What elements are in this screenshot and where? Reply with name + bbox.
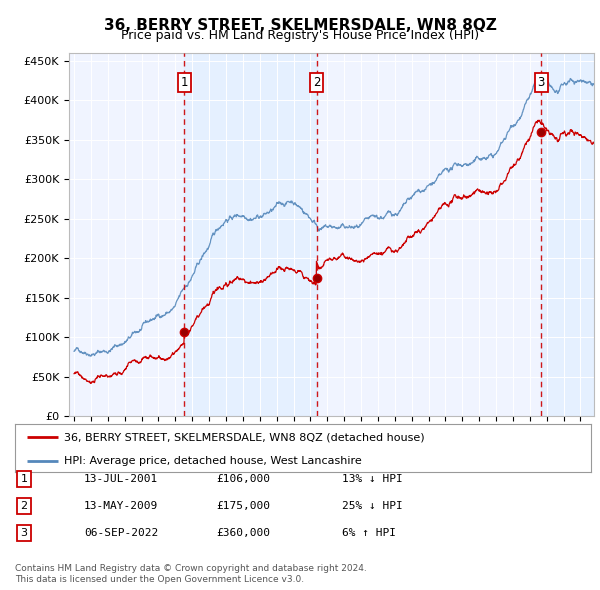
Bar bbox=[541, 53, 594, 416]
Text: 2: 2 bbox=[20, 502, 28, 511]
Text: 36, BERRY STREET, SKELMERSDALE, WN8 8QZ: 36, BERRY STREET, SKELMERSDALE, WN8 8QZ bbox=[104, 18, 496, 32]
Text: 13-JUL-2001: 13-JUL-2001 bbox=[84, 474, 158, 484]
Text: £360,000: £360,000 bbox=[216, 529, 270, 538]
Text: This data is licensed under the Open Government Licence v3.0.: This data is licensed under the Open Gov… bbox=[15, 575, 304, 584]
Text: 36, BERRY STREET, SKELMERSDALE, WN8 8QZ (detached house): 36, BERRY STREET, SKELMERSDALE, WN8 8QZ … bbox=[64, 432, 425, 442]
Text: 1: 1 bbox=[181, 76, 188, 88]
Text: 3: 3 bbox=[20, 529, 28, 538]
Text: 13-MAY-2009: 13-MAY-2009 bbox=[84, 502, 158, 511]
Text: £175,000: £175,000 bbox=[216, 502, 270, 511]
Text: 1: 1 bbox=[20, 474, 28, 484]
Text: 3: 3 bbox=[538, 76, 545, 88]
Text: 06-SEP-2022: 06-SEP-2022 bbox=[84, 529, 158, 538]
Text: 25% ↓ HPI: 25% ↓ HPI bbox=[342, 502, 403, 511]
Bar bbox=[184, 53, 317, 416]
Text: HPI: Average price, detached house, West Lancashire: HPI: Average price, detached house, West… bbox=[64, 456, 362, 466]
Text: 2: 2 bbox=[313, 76, 320, 88]
Text: 6% ↑ HPI: 6% ↑ HPI bbox=[342, 529, 396, 538]
Text: 13% ↓ HPI: 13% ↓ HPI bbox=[342, 474, 403, 484]
Text: £106,000: £106,000 bbox=[216, 474, 270, 484]
Text: Price paid vs. HM Land Registry's House Price Index (HPI): Price paid vs. HM Land Registry's House … bbox=[121, 30, 479, 42]
Text: Contains HM Land Registry data © Crown copyright and database right 2024.: Contains HM Land Registry data © Crown c… bbox=[15, 565, 367, 573]
